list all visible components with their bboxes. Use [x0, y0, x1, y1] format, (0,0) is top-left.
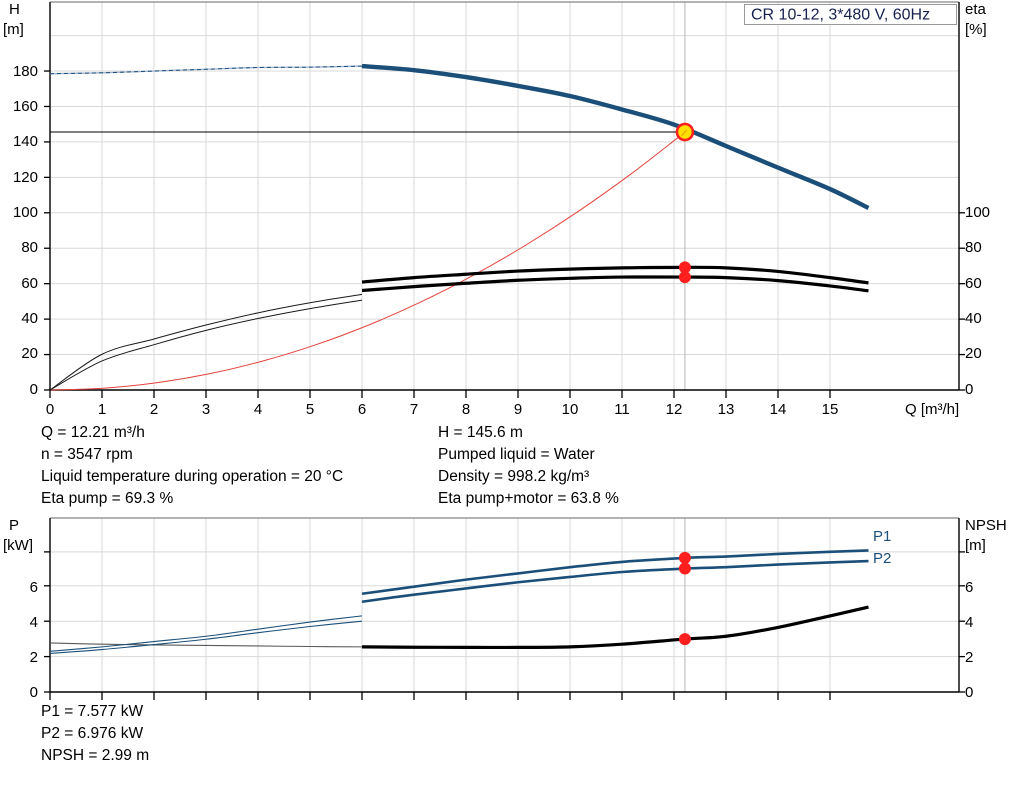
svg-text:80: 80: [21, 239, 38, 256]
svg-text:6: 6: [30, 579, 38, 596]
svg-text:20: 20: [965, 345, 982, 362]
svg-text:n = 3547 rpm: n = 3547 rpm: [41, 446, 133, 463]
svg-text:Q [m³/h]: Q [m³/h]: [905, 401, 959, 418]
svg-text:40: 40: [965, 310, 982, 327]
svg-text:180: 180: [13, 63, 38, 80]
svg-text:2: 2: [30, 649, 38, 666]
svg-text:CR 10-12, 3*480 V, 60Hz: CR 10-12, 3*480 V, 60Hz: [751, 7, 930, 24]
svg-text:1: 1: [98, 401, 106, 418]
svg-text:[%]: [%]: [965, 21, 987, 38]
svg-text:6: 6: [965, 579, 973, 596]
svg-text:NPSH = 2.99 m: NPSH = 2.99 m: [41, 747, 149, 764]
svg-text:NPSH: NPSH: [965, 517, 1007, 534]
svg-text:P2: P2: [873, 550, 891, 567]
svg-text:8: 8: [462, 401, 470, 418]
svg-text:H: H: [9, 1, 20, 18]
svg-text:2: 2: [965, 649, 973, 666]
svg-text:H = 145.6 m: H = 145.6 m: [438, 424, 523, 441]
svg-text:[m]: [m]: [3, 21, 24, 38]
svg-text:2: 2: [150, 401, 158, 418]
svg-text:Liquid temperature during oper: Liquid temperature during operation = 20…: [41, 468, 343, 485]
svg-text:eta: eta: [965, 1, 987, 18]
svg-text:60: 60: [21, 275, 38, 292]
svg-text:0: 0: [30, 381, 38, 398]
svg-text:14: 14: [770, 401, 787, 418]
svg-text:120: 120: [13, 169, 38, 186]
svg-text:140: 140: [13, 133, 38, 150]
svg-text:3: 3: [202, 401, 210, 418]
svg-text:0: 0: [965, 684, 973, 701]
svg-text:[kW]: [kW]: [3, 537, 33, 554]
svg-text:P2 = 6.976 kW: P2 = 6.976 kW: [41, 725, 143, 742]
svg-text:4: 4: [254, 401, 262, 418]
svg-text:Eta pump = 69.3 %: Eta pump = 69.3 %: [41, 490, 173, 507]
svg-text:7: 7: [410, 401, 418, 418]
svg-text:4: 4: [965, 614, 973, 631]
svg-text:80: 80: [965, 239, 982, 256]
svg-text:Eta pump+motor = 63.8 %: Eta pump+motor = 63.8 %: [438, 490, 619, 507]
svg-text:5: 5: [306, 401, 314, 418]
svg-text:P1 = 7.577 kW: P1 = 7.577 kW: [41, 703, 143, 720]
svg-text:4: 4: [30, 614, 38, 631]
svg-text:0: 0: [965, 381, 973, 398]
svg-text:11: 11: [614, 401, 630, 418]
svg-text:12: 12: [666, 401, 683, 418]
svg-text:9: 9: [514, 401, 522, 418]
svg-text:160: 160: [13, 98, 38, 115]
svg-text:10: 10: [562, 401, 579, 418]
svg-text:P: P: [9, 517, 19, 534]
svg-text:100: 100: [965, 204, 990, 221]
svg-text:0: 0: [46, 401, 54, 418]
svg-text:Q = 12.21 m³/h: Q = 12.21 m³/h: [41, 424, 145, 441]
svg-text:20: 20: [21, 345, 38, 362]
svg-text:13: 13: [718, 401, 735, 418]
svg-text:0: 0: [30, 684, 38, 701]
svg-text:Density = 998.2 kg/m³: Density = 998.2 kg/m³: [438, 468, 589, 485]
svg-text:40: 40: [21, 310, 38, 327]
svg-text:[m]: [m]: [965, 537, 986, 554]
svg-text:60: 60: [965, 275, 982, 292]
svg-text:Pumped liquid = Water: Pumped liquid = Water: [438, 446, 595, 463]
svg-text:P1: P1: [873, 528, 891, 545]
svg-text:15: 15: [822, 401, 839, 418]
svg-text:6: 6: [358, 401, 366, 418]
svg-text:100: 100: [13, 204, 38, 221]
